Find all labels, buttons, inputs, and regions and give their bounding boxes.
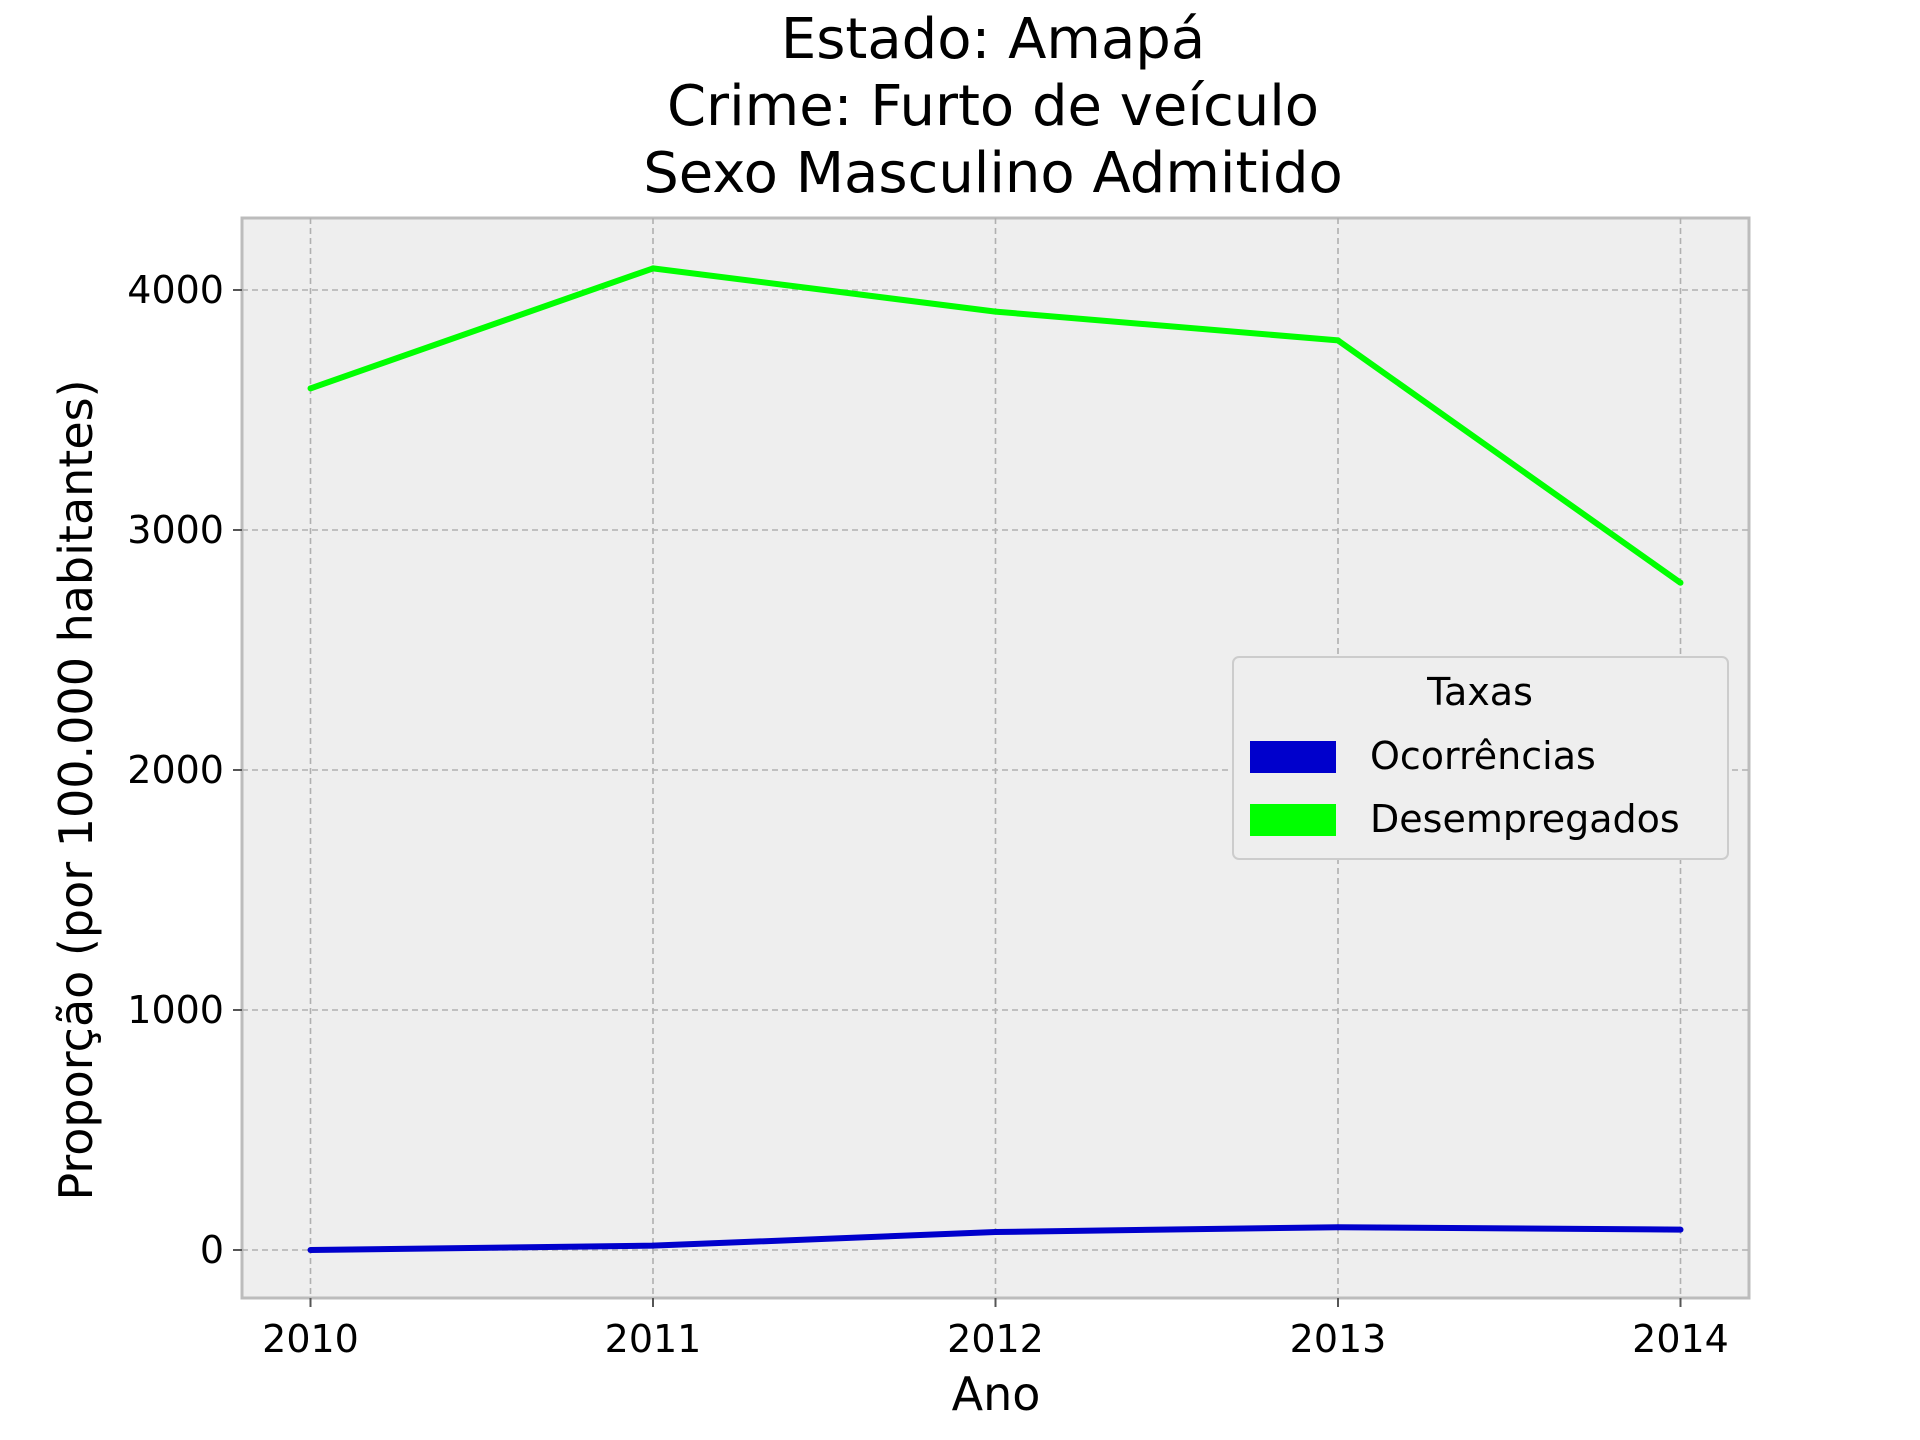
x-tick-label: 2013 (1290, 1317, 1387, 1361)
legend-box (1232, 656, 1729, 860)
data-point (1677, 1226, 1684, 1233)
legend-swatch-desempregados (1250, 804, 1336, 836)
title-line-1: Estado: Amapá (781, 7, 1205, 72)
legend-label-ocorrencias: Ocorrências (1370, 734, 1596, 778)
y-tick-label: 2000 (127, 748, 224, 792)
x-tick-label: 2011 (605, 1317, 702, 1361)
data-point (1677, 579, 1684, 586)
x-tick-label: 2012 (947, 1317, 1044, 1361)
data-point (992, 308, 999, 315)
data-point (1335, 337, 1341, 344)
legend-label-desempregados: Desempregados (1370, 797, 1680, 841)
legend-swatch-ocorrencias (1250, 741, 1336, 773)
y-tick-label: 3000 (127, 508, 224, 552)
legend-title: Taxas (1426, 670, 1533, 714)
grid-lines (242, 218, 1749, 1298)
y-axis-ticks: 0 1000 2000 3000 4000 (127, 268, 242, 1272)
data-point (650, 1242, 656, 1249)
data-point (307, 1247, 314, 1253)
data-point (307, 385, 314, 392)
series-layer (307, 265, 1684, 1253)
x-tick-label: 2010 (262, 1317, 359, 1361)
x-axis-ticks: 2010 2011 2012 2013 2014 (262, 1298, 1729, 1361)
y-tick-label: 1000 (127, 988, 224, 1032)
y-tick-label: 0 (200, 1228, 224, 1272)
chart-title: Estado: Amapá Crime: Furto de veículo Se… (643, 7, 1343, 206)
x-tick-label: 2014 (1632, 1317, 1729, 1361)
data-point (1335, 1224, 1341, 1231)
title-line-2: Crime: Furto de veículo (667, 74, 1319, 139)
data-point (992, 1229, 999, 1235)
y-axis-label: Proporção (por 100.000 habitantes) (49, 379, 103, 1200)
x-axis-label: Ano (952, 1367, 1041, 1421)
legend: Taxas Ocorrências Desempregados (1232, 656, 1729, 860)
title-line-3: Sexo Masculino Admitido (643, 141, 1343, 206)
data-point (650, 265, 656, 272)
y-tick-label: 4000 (127, 268, 224, 312)
